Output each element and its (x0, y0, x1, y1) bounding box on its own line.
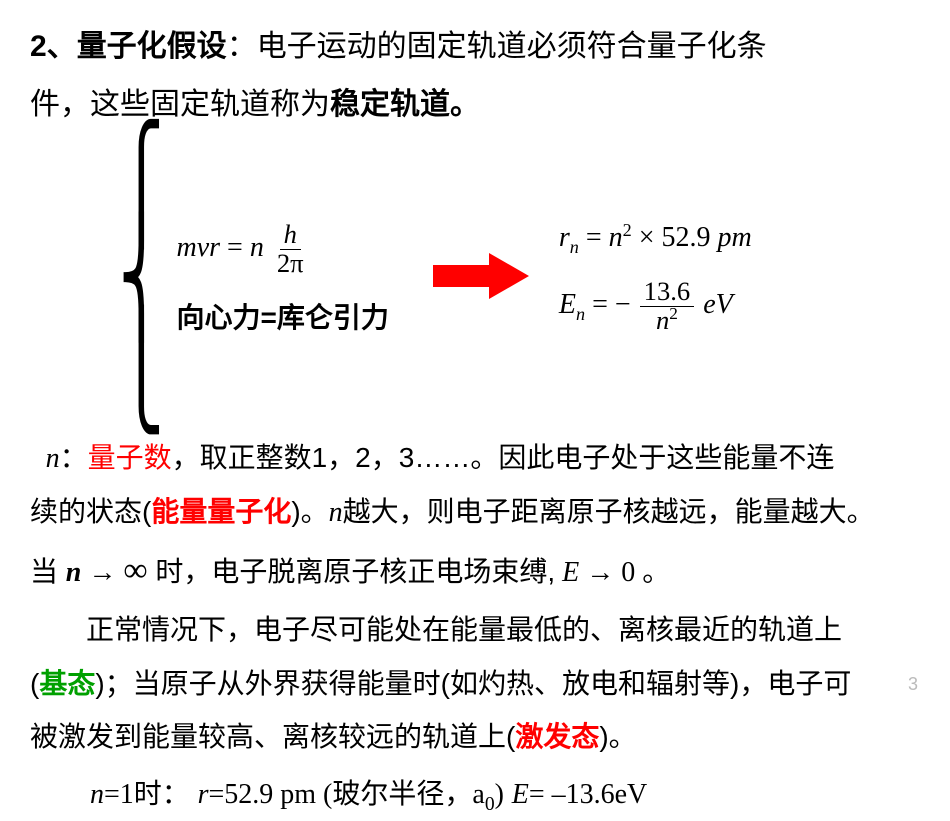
eq-En: En = − 13.6 n2 eV (559, 278, 752, 335)
desc1-a: 电子运动的固定轨道必须符合量子化条 (257, 30, 767, 63)
colon: ： (227, 30, 257, 63)
eq-mvr: mvr = n h 2π (177, 221, 389, 278)
para-ground-excited-l2: (基态)；当原子从外界获得能量时(如灼热、放电和辐射等)，电子可 (30, 657, 920, 710)
quantum-number-label: 量子数 (88, 442, 172, 473)
formulas-block: ⎧⎨⎩ mvr = n h 2π 向心力=库仑引力 rn = n2 × 52.9… (30, 138, 920, 419)
eq-rn: rn = n2 × 52.9 pm (559, 222, 752, 254)
bohr-radius-line: n=1时： r=52.9 pm (玻尔半径，a0) E= –13.6eV (90, 767, 920, 821)
para-quantum-number: n：量子数，取正整数1，2，3……。因此电子处于这些能量不连 (30, 431, 920, 485)
para-quantum-number-l2: 续的状态(能量量子化)。n越大，则电子距离原子核越远，能量越大。 (30, 485, 920, 539)
desc1-b: 件，这些固定轨道称为 (30, 88, 330, 121)
frac-h-2pi: h 2π (273, 221, 308, 278)
left-brace: ⎧⎨⎩ (119, 138, 164, 419)
frac-13p6-n2: 13.6 n2 (640, 278, 695, 335)
para-ground-excited-l3: 被激发到能量较高、离核较远的轨道上(激发态)。 (30, 710, 920, 763)
section-heading: 量子化假设 (77, 30, 227, 63)
para-ground-excited-l1: 正常情况下，电子尽可能处在能量最低的、离核最近的轨道上 (30, 603, 920, 656)
eq-centripetal: 向心力=库仑引力 (177, 296, 389, 336)
ground-state: 基态 (39, 668, 95, 699)
para-quantum-number-l3: 当 n → ∞ 时，电子脱离原子核正电场束缚, E → 0 。 (30, 539, 920, 604)
arrow-icon (433, 253, 529, 304)
section-number: 2、 (30, 30, 77, 63)
brace-group: ⎧⎨⎩ mvr = n h 2π 向心力=库仑引力 (100, 138, 389, 419)
brace-content: mvr = n h 2π 向心力=库仑引力 (177, 221, 389, 336)
right-equations: rn = n2 × 52.9 pm En = − 13.6 n2 eV (559, 222, 752, 335)
stable-orbit: 稳定轨道。 (330, 88, 480, 121)
title-line-1: 2、量子化假设：电子运动的固定轨道必须符合量子化条 (30, 20, 920, 74)
page-number: 3 (908, 674, 918, 695)
energy-quantization: 能量量子化 (151, 496, 291, 527)
excited-state: 激发态 (515, 721, 599, 752)
